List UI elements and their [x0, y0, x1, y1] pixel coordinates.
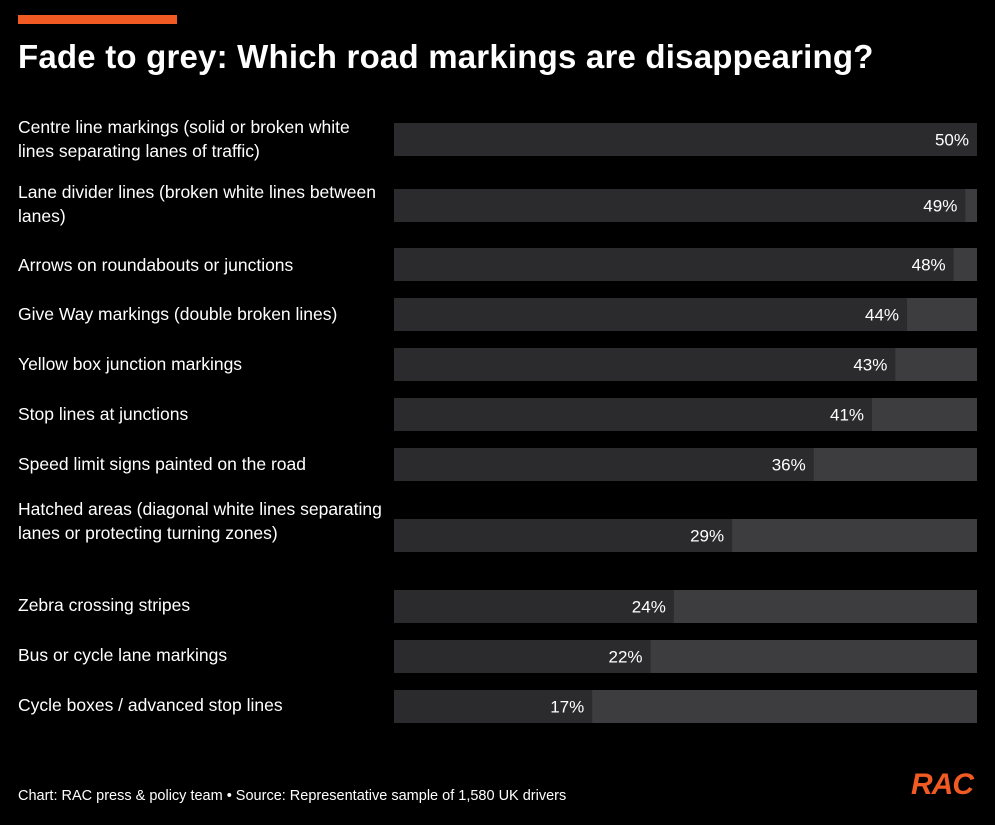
rac-logo: RAC: [911, 768, 974, 801]
category-label: Lane divider lines (broken white lines b…: [18, 182, 376, 226]
category-label: Centre line markings (solid or broken wh…: [18, 117, 350, 161]
category-label: Cycle boxes / advanced stop lines: [18, 695, 283, 715]
bar: [394, 348, 896, 381]
bar-value-label: 36%: [772, 456, 806, 475]
category-label: Yellow box junction markings: [18, 354, 243, 374]
chart-title: Fade to grey: Which road markings are di…: [18, 38, 874, 75]
chart-footer: Chart: RAC press & policy team • Source:…: [18, 788, 567, 804]
category-label: Give Way markings (double broken lines): [18, 304, 338, 324]
bar-value-label: 41%: [830, 406, 864, 425]
bar-value-label: 49%: [923, 197, 957, 216]
bar-value-label: 48%: [912, 256, 946, 275]
bar: [394, 248, 954, 281]
bar: [394, 298, 908, 331]
bar: [394, 189, 966, 222]
bar: [394, 590, 674, 623]
bar-value-label: 29%: [690, 527, 724, 546]
bar-value-label: 17%: [550, 698, 584, 717]
category-label: Hatched areas (diagonal white lines sepa…: [18, 499, 382, 543]
bar: [394, 519, 733, 552]
bar-value-label: 50%: [935, 131, 969, 150]
accent-bar: [18, 15, 177, 24]
bar-value-label: 24%: [632, 598, 666, 617]
bar-value-label: 22%: [608, 648, 642, 667]
category-label: Speed limit signs painted on the road: [18, 454, 306, 474]
category-label: Arrows on roundabouts or junctions: [18, 255, 294, 275]
category-label: Zebra crossing stripes: [18, 595, 191, 615]
bar-value-label: 43%: [853, 356, 887, 375]
category-label: Stop lines at junctions: [18, 404, 189, 424]
bar: [394, 398, 873, 431]
bar: [394, 690, 593, 723]
bar-value-label: 44%: [865, 306, 899, 325]
bar: [394, 448, 814, 481]
category-label: Bus or cycle lane markings: [18, 645, 228, 665]
bar: [394, 640, 651, 673]
bar: [394, 123, 977, 156]
